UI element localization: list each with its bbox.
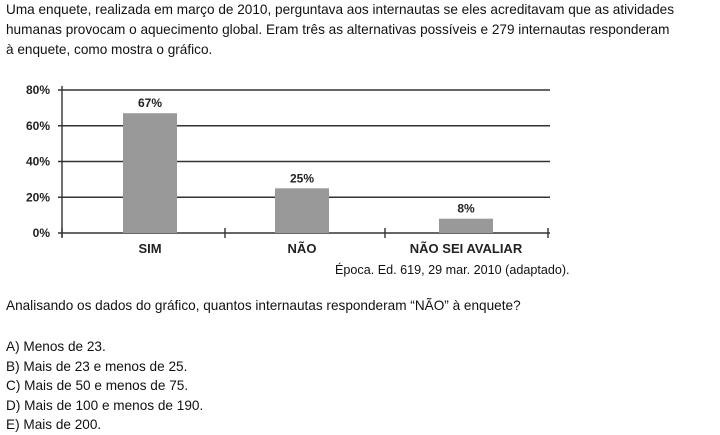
question-text: Analisando os dados do gráfico, quantos …: [6, 298, 521, 313]
bar: [275, 188, 329, 233]
bar: [123, 113, 177, 233]
question-intro: Uma enquete, realizada em março de 2010,…: [6, 0, 718, 60]
chart-source: Época. Ed. 619, 29 mar. 2010 (adaptado).: [335, 263, 570, 277]
x-tick-label: SIM: [138, 241, 161, 256]
y-tick-label: 20%: [26, 190, 50, 204]
intro-line: Uma enquete, realizada em março de 2010,…: [6, 2, 675, 17]
option-a[interactable]: A) Menos de 23.: [6, 339, 106, 354]
data-label: 25%: [290, 171, 314, 185]
intro-line: humanas provocam o aquecimento global. E…: [6, 22, 670, 37]
option-d[interactable]: D) Mais de 100 e menos de 190.: [6, 397, 204, 413]
option-c[interactable]: C) Mais de 50 e menos de 75.: [6, 378, 189, 394]
data-label: 67%: [138, 96, 162, 110]
data-label: 8%: [457, 202, 475, 216]
x-tick-label: NÃO: [288, 241, 317, 256]
bar-chart: 0% 20% 40% 60% 80% 67% SIM 25% NÃO 8% NÃO SEI AVAL…: [26, 83, 550, 256]
option-e[interactable]: E) Mais de 200.: [6, 417, 102, 433]
x-tick-label: NÃO SEI AVALIAR: [410, 241, 523, 256]
answer-options: A) Menos de 23. B) Mais de 23 e menos de…: [6, 337, 203, 435]
bar: [439, 218, 493, 233]
y-tick-label: 80%: [26, 83, 50, 97]
y-tick-label: 40%: [26, 155, 50, 169]
intro-line: à enquete, como mostra o gráfico.: [6, 42, 213, 57]
y-tick-label: 0%: [33, 226, 51, 240]
y-tick-label: 60%: [26, 119, 50, 133]
option-b[interactable]: B) Mais de 23 e menos de 25.: [6, 358, 188, 374]
